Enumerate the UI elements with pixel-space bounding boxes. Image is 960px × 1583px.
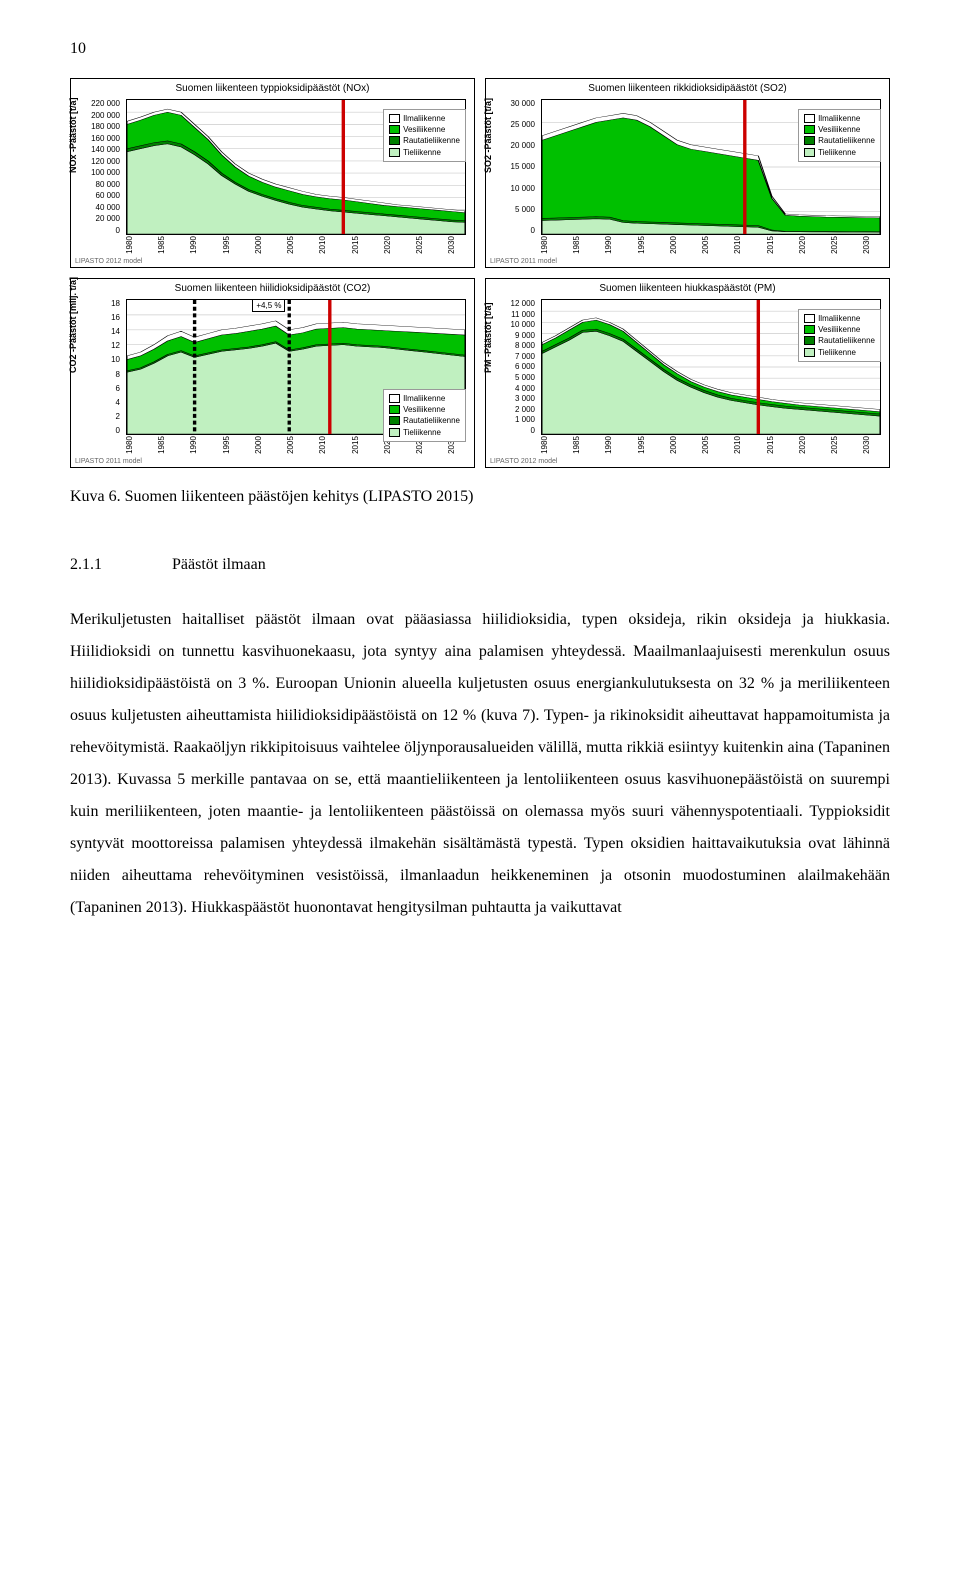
section-number: 2.1.1 xyxy=(70,556,102,574)
y-ticks: 01 0002 0003 0004 0005 0006 0007 0008 00… xyxy=(486,299,538,435)
page-number: 10 xyxy=(70,40,890,58)
model-label: LIPASTO 2011 model xyxy=(75,458,142,465)
chart-co2: Suomen liikenteen hiilidioksidipäästöt (… xyxy=(70,278,475,468)
chart-legend: IlmaliikenneVesiliikenneRautatieliikenne… xyxy=(383,109,466,162)
chart-title: Suomen liikenteen rikkidioksidipäästöt (… xyxy=(486,83,889,94)
chart-title: Suomen liikenteen typpioksidipäästöt (NO… xyxy=(71,83,474,94)
y-ticks: 020 00040 00060 00080 000100 000120 0001… xyxy=(71,99,123,235)
chart-title: Suomen liikenteen hiukkaspäästöt (PM) xyxy=(486,283,889,294)
chart-legend: IlmaliikenneVesiliikenneRautatieliikenne… xyxy=(798,109,881,162)
section-title: Päästöt ilmaan xyxy=(172,556,266,574)
chart-nox: Suomen liikenteen typpioksidipäästöt (NO… xyxy=(70,78,475,268)
figure-caption: Kuva 6. Suomen liikenteen päästöjen kehi… xyxy=(70,488,890,506)
chart-title: Suomen liikenteen hiilidioksidipäästöt (… xyxy=(71,283,474,294)
model-label: LIPASTO 2012 model xyxy=(490,458,557,465)
chart-pm: Suomen liikenteen hiukkaspäästöt (PM)PM … xyxy=(485,278,890,468)
chart-annotation: +4,5 % xyxy=(252,299,285,312)
y-ticks: 024681012141618 xyxy=(71,299,123,435)
chart-legend: IlmaliikenneVesiliikenneRautatieliikenne… xyxy=(383,389,466,442)
body-text: Merikuljetusten haitalliset päästöt ilma… xyxy=(70,604,890,924)
chart-so2: Suomen liikenteen rikkidioksidipäästöt (… xyxy=(485,78,890,268)
y-ticks: 05 00010 00015 00020 00025 00030 000 xyxy=(486,99,538,235)
x-ticks: 1980198519901995200020052010201520202025… xyxy=(541,435,881,455)
x-ticks: 1980198519901995200020052010201520202025… xyxy=(126,235,466,255)
model-label: LIPASTO 2011 model xyxy=(490,258,557,265)
x-ticks: 1980198519901995200020052010201520202025… xyxy=(541,235,881,255)
model-label: LIPASTO 2012 model xyxy=(75,258,142,265)
chart-legend: IlmaliikenneVesiliikenneRautatieliikenne… xyxy=(798,309,881,362)
